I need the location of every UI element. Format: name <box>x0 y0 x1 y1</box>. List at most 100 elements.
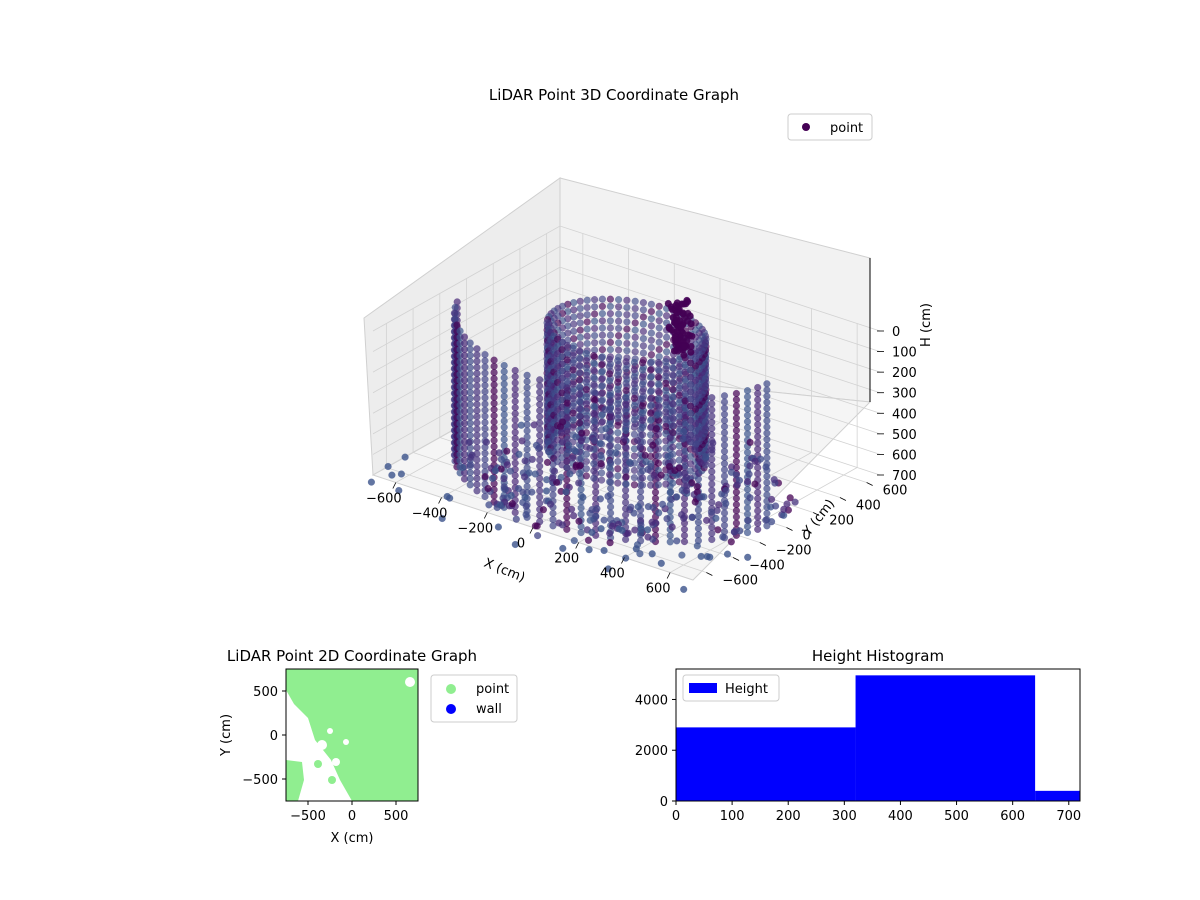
point-3d <box>754 420 762 429</box>
y-tick-label-3d: 200 <box>829 514 854 529</box>
legend-2d: point wall <box>430 674 518 723</box>
point-3d <box>473 357 481 365</box>
point-3d <box>763 454 771 462</box>
point-3d <box>754 427 762 435</box>
point-3d <box>770 475 778 484</box>
point-3d <box>708 480 716 488</box>
point-3d <box>662 340 671 349</box>
point-3d <box>623 318 631 326</box>
point-3d <box>754 470 762 478</box>
point-3d <box>571 447 579 455</box>
point-3d <box>720 447 729 455</box>
point-3d <box>606 458 615 466</box>
point-3d <box>549 491 557 499</box>
point-3d <box>680 525 689 533</box>
point-3d <box>500 398 508 407</box>
point-3d <box>673 316 681 325</box>
point-3d <box>680 351 688 359</box>
point-3d <box>481 350 489 359</box>
point-3d <box>743 477 752 486</box>
point-3d <box>511 385 519 393</box>
point-3d <box>367 478 376 486</box>
gap-2 <box>332 758 340 766</box>
point-3d <box>622 379 630 387</box>
point-3d <box>754 414 762 422</box>
point-3d <box>622 386 630 395</box>
point-3d <box>639 349 648 357</box>
point-3d <box>563 341 571 350</box>
histogram-bar <box>676 727 856 801</box>
point-3d <box>563 377 571 386</box>
point-3d <box>622 401 630 409</box>
point-3d <box>605 377 614 385</box>
point-3d <box>687 348 695 356</box>
point-3d <box>473 413 481 421</box>
point-3d <box>683 298 692 306</box>
point-3d <box>714 526 722 534</box>
point-3d <box>438 514 446 523</box>
point-3d <box>614 421 622 430</box>
point-3d <box>720 435 729 443</box>
point-3d <box>651 494 660 503</box>
point-3d <box>754 501 762 509</box>
point-3d <box>720 429 729 437</box>
point-3d <box>582 378 591 386</box>
point-3d <box>614 385 622 394</box>
point-3d <box>639 327 648 336</box>
point-3d <box>743 387 752 395</box>
point-3d <box>732 513 741 521</box>
point-3d <box>638 474 647 482</box>
z-tick-label-3d: 300 <box>892 387 917 402</box>
point-3d <box>754 494 762 503</box>
point-3d <box>569 454 577 462</box>
point-3d <box>500 429 508 438</box>
point-3d <box>686 402 695 410</box>
point-3d <box>481 387 489 396</box>
point-3d <box>490 381 498 389</box>
point-3d <box>567 505 576 513</box>
point-3d <box>473 468 481 476</box>
point-3d <box>582 450 591 458</box>
point-3d <box>630 373 639 381</box>
point-3d <box>720 441 729 449</box>
point-3d <box>639 342 648 350</box>
point-3d <box>490 418 498 426</box>
point-3d <box>466 357 474 366</box>
point-3d <box>481 375 489 383</box>
point-3d <box>549 509 557 518</box>
point-3d <box>763 509 771 518</box>
point-3d <box>491 467 500 475</box>
point-3d <box>466 413 474 421</box>
point-3d <box>563 494 571 503</box>
point-3d <box>495 449 503 457</box>
point-3d <box>488 474 497 482</box>
point-3d <box>708 535 716 544</box>
point-3d <box>558 403 566 411</box>
point-3d <box>528 488 536 496</box>
point-3d <box>517 421 525 429</box>
point-3d <box>523 427 531 435</box>
point-3d <box>732 451 741 459</box>
point-3d <box>638 431 647 439</box>
point-3d <box>636 550 644 558</box>
point-3d <box>620 434 628 442</box>
y-tick-label-3d: −400 <box>749 559 785 574</box>
point-3d <box>630 394 639 403</box>
point-3d <box>511 403 519 412</box>
point-3d <box>500 435 508 444</box>
point-3d <box>669 385 677 394</box>
point-3d <box>606 324 615 332</box>
point-3d <box>732 414 741 422</box>
point-3d <box>545 448 553 456</box>
point-3d <box>490 405 498 414</box>
y-tick-3d <box>706 572 713 576</box>
point-3d <box>623 303 631 312</box>
x-tick-label-3d: 200 <box>554 552 579 567</box>
point-3d <box>621 486 630 494</box>
point-3d <box>644 502 653 511</box>
point-3d <box>466 475 474 483</box>
point-3d <box>723 550 732 558</box>
point-3d <box>500 374 508 382</box>
point-3d <box>511 397 519 406</box>
point-3d <box>639 320 648 328</box>
